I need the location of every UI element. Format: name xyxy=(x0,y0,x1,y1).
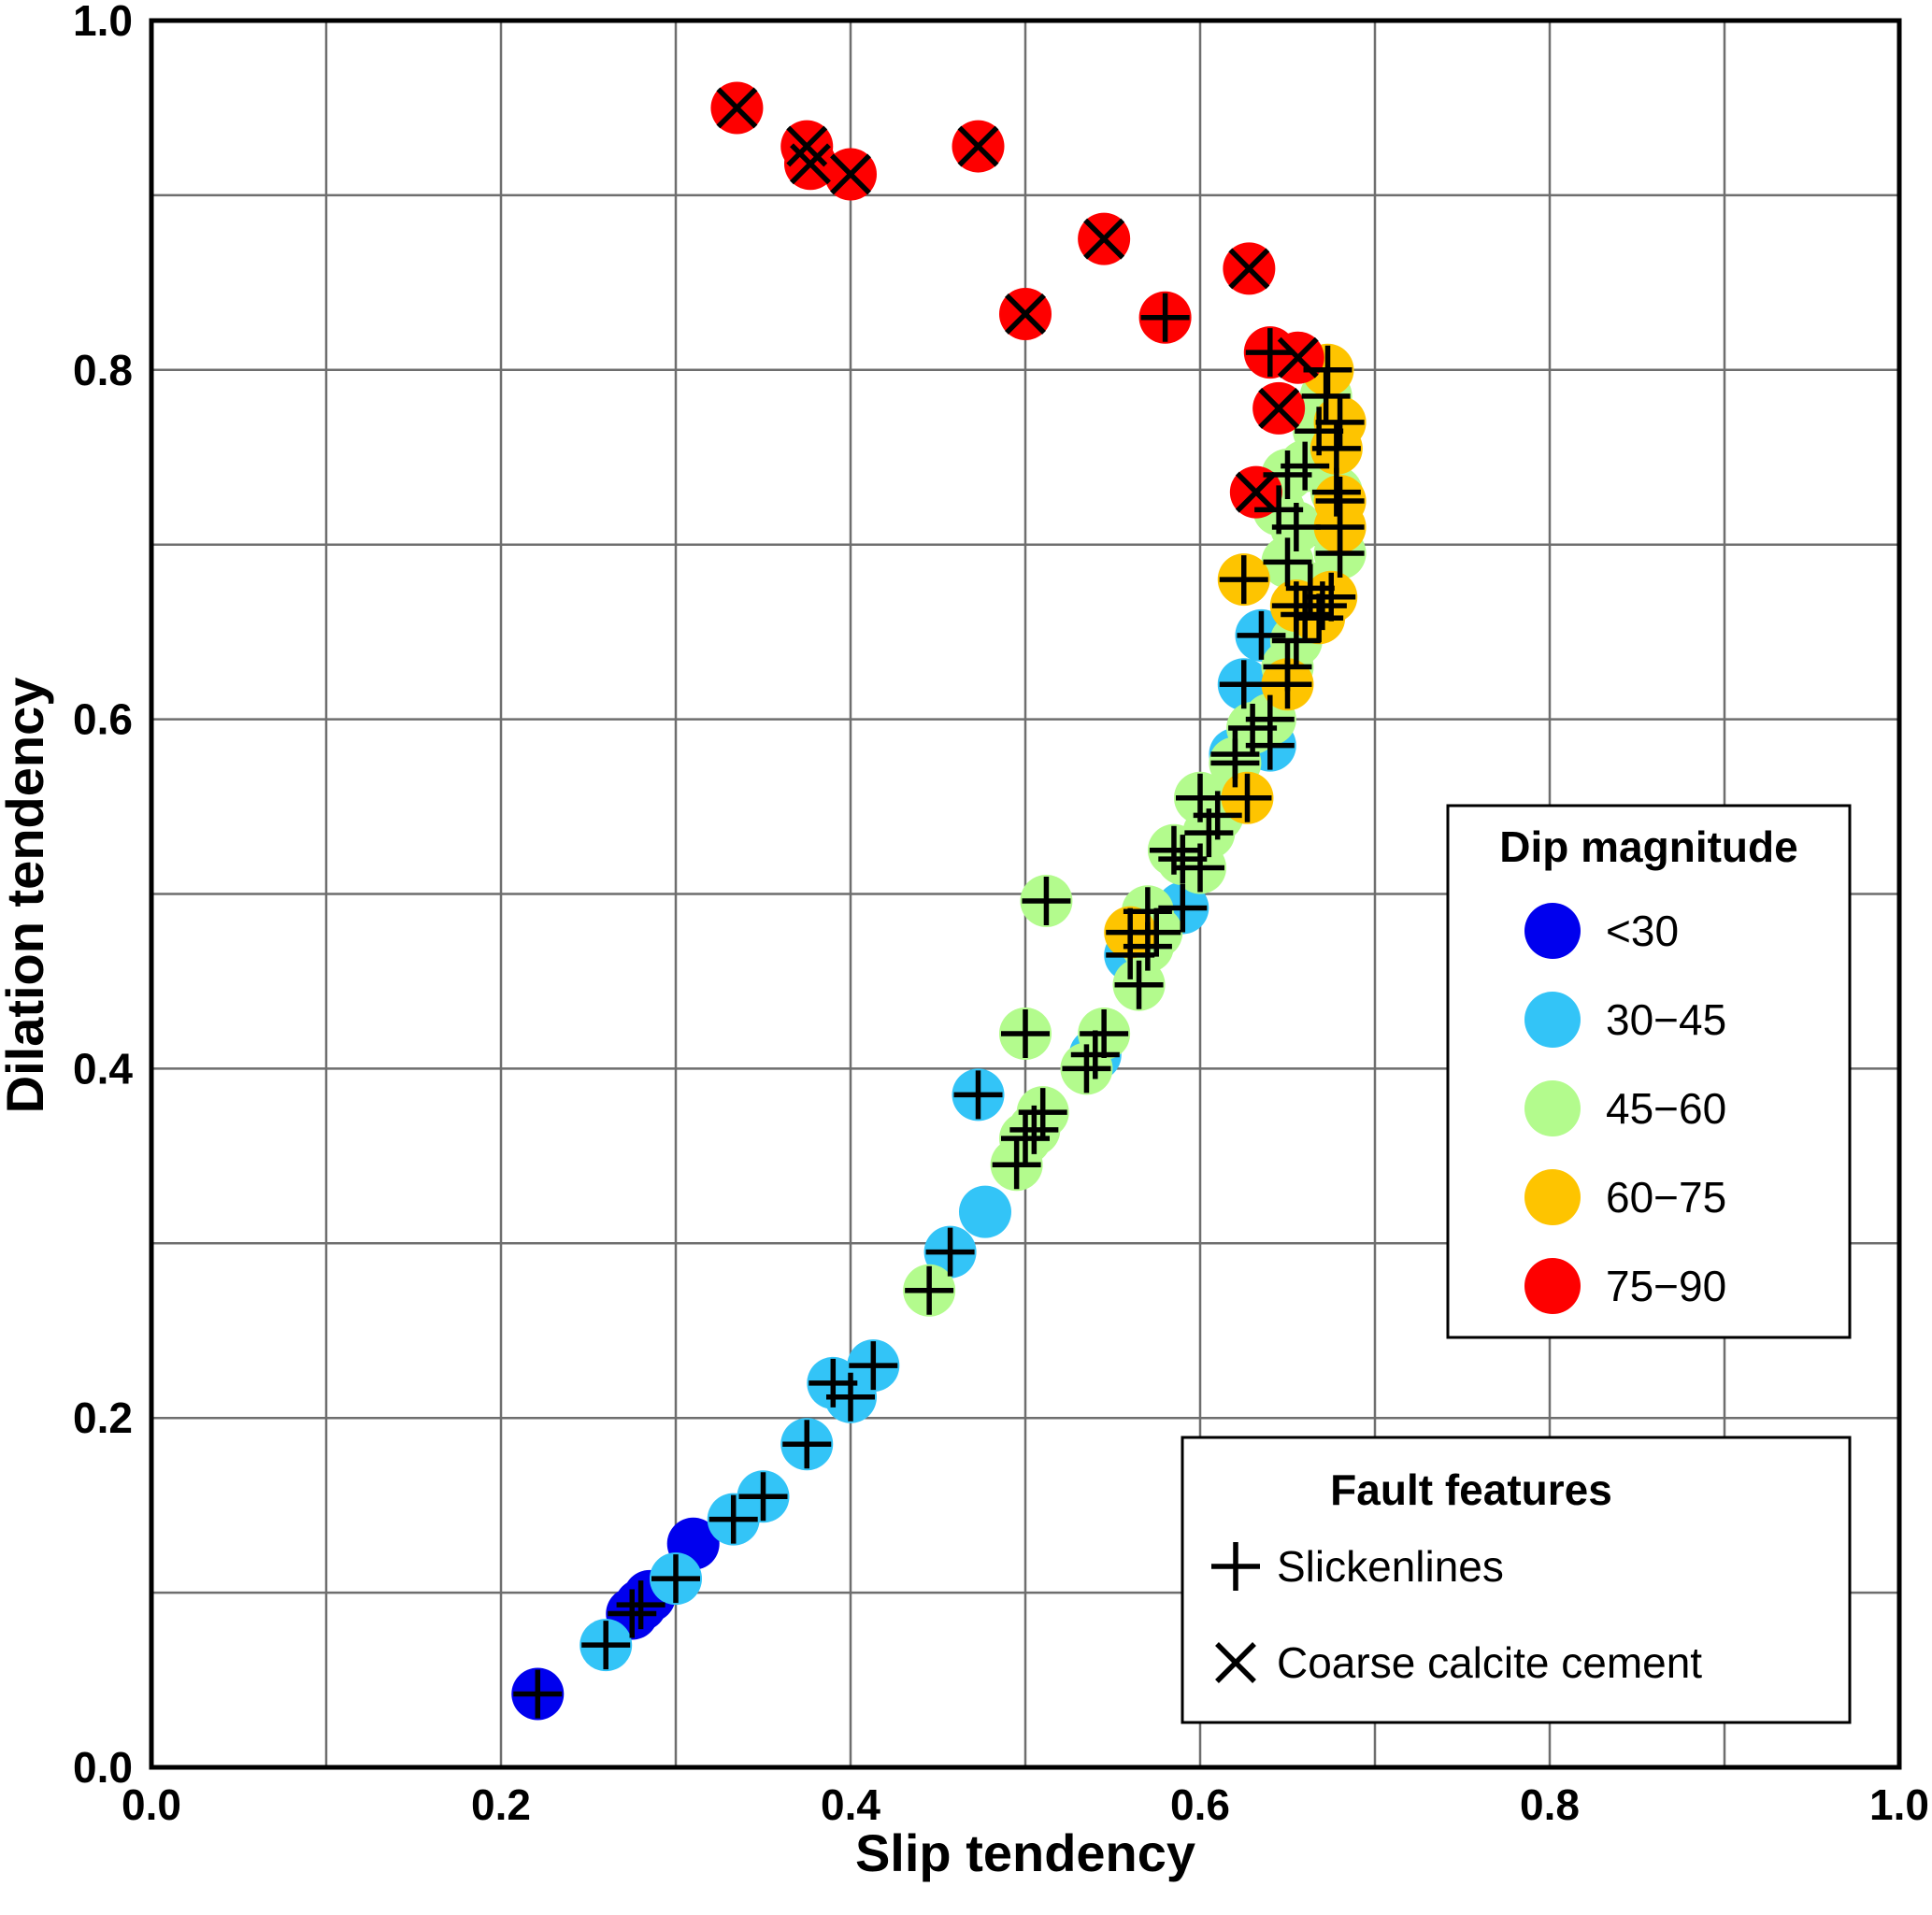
legend-features-frame xyxy=(1181,1436,1852,1724)
slickenlines-marker xyxy=(1114,960,1164,1009)
legend-dip-frame xyxy=(1446,804,1852,1339)
y-tick-label: 1.0 xyxy=(73,0,133,45)
slickenlines-marker xyxy=(1219,555,1268,605)
legend-label-x: Coarse calcite cement xyxy=(1277,1638,1702,1687)
slickenlines-marker xyxy=(1311,467,1361,517)
slickenlines-marker xyxy=(1281,441,1330,491)
calcite-cement-marker xyxy=(1277,336,1319,379)
y-tick-label: 0.2 xyxy=(73,1393,133,1442)
slickenlines-marker xyxy=(1245,694,1295,744)
slickenlines-marker xyxy=(925,1227,975,1277)
slickenlines-marker xyxy=(1295,593,1344,643)
legend-label-30-45: 30−45 xyxy=(1606,995,1726,1044)
legend-features-items: Slickenlines Coarse calcite cement xyxy=(1211,1542,1702,1687)
calcite-cement-marker xyxy=(830,153,871,195)
legend-dip-magnitude: Dip magnitude <30 30−45 45−60 60−75 75−90 xyxy=(1446,804,1852,1339)
legend-marker-x xyxy=(1215,1642,1256,1683)
y-tick-label: 0.8 xyxy=(73,346,133,394)
legend-swatch-30-45 xyxy=(1524,992,1581,1048)
slickenlines-marker xyxy=(1315,476,1365,525)
slickenlines-marker xyxy=(992,1140,1041,1190)
legend-fault-features: Fault features Slickenlines Coarse calcit… xyxy=(1181,1436,1852,1724)
x-tick-label: 0.6 xyxy=(1170,1780,1230,1829)
slickenlines-marker xyxy=(1219,660,1268,709)
slickenlines-marker xyxy=(1001,1114,1050,1164)
x-tick-label: 0.8 xyxy=(1520,1780,1580,1829)
legend-marker-plus xyxy=(1211,1542,1260,1591)
y-axis-title: Dilation tendency xyxy=(0,678,54,1114)
x-tick-label: 0.4 xyxy=(821,1780,880,1829)
slickenlines-marker xyxy=(513,1669,563,1719)
legend-swatch-<30 xyxy=(1524,903,1581,959)
slickenlines-marker xyxy=(1158,883,1208,933)
calcite-cement-marker xyxy=(1258,387,1300,429)
slickenlines-marker xyxy=(1080,1009,1129,1059)
slickenlines-marker xyxy=(1210,738,1260,788)
slickenlines-marker xyxy=(1263,660,1312,709)
calcite-cement-marker xyxy=(1235,471,1277,513)
slickenlines-marker xyxy=(782,1420,832,1469)
legend-label-45-60: 45−60 xyxy=(1606,1084,1726,1133)
slickenlines-marker xyxy=(849,1341,898,1391)
legend-features-title: Fault features xyxy=(1330,1465,1612,1514)
slickenlines-marker xyxy=(1106,907,1155,957)
slickenlines-marker xyxy=(616,1580,665,1630)
y-tick-label: 0.4 xyxy=(73,1044,133,1093)
legend-dip-title: Dip magnitude xyxy=(1499,822,1797,871)
slickenlines-marker xyxy=(1018,1088,1067,1137)
slickenlines-marker xyxy=(738,1472,788,1522)
slickenlines-marker xyxy=(1315,397,1365,447)
slickenlines-marker xyxy=(1307,572,1356,622)
calcite-cement-marker xyxy=(786,125,828,167)
slickenlines-marker xyxy=(1140,293,1190,342)
slickenlines-marker xyxy=(1022,876,1071,925)
slickenlines-marker xyxy=(1001,1009,1050,1059)
legend-swatch-45-60 xyxy=(1524,1080,1581,1136)
x-tick-label: 0.2 xyxy=(471,1780,531,1829)
x-axis-title: Slip tendency xyxy=(855,1823,1195,1882)
calcite-cement-marker xyxy=(957,125,999,167)
slickenlines-marker xyxy=(1237,610,1286,660)
calcite-cement-marker xyxy=(790,143,831,185)
slickenlines-marker xyxy=(1254,485,1304,535)
calcite-cement-marker xyxy=(1083,218,1125,260)
slickenlines-marker xyxy=(1176,773,1224,822)
legend-label-60-75: 60−75 xyxy=(1606,1173,1726,1222)
slickenlines-marker xyxy=(1176,843,1224,893)
y-tick-label: 0.6 xyxy=(73,695,133,744)
legend-swatch-60-75 xyxy=(1524,1169,1581,1225)
slickenlines-marker xyxy=(1245,328,1295,378)
data-points xyxy=(511,81,1367,1721)
axis-ticks: 0.0 0.2 0.4 0.6 0.8 1.0 0.0 0.2 0.4 0.6 0.8 1.0 xyxy=(73,0,1929,1829)
slickenlines-marker xyxy=(1311,423,1361,473)
legend-label-plus: Slickenlines xyxy=(1277,1542,1504,1591)
legend-swatch-75-90 xyxy=(1524,1258,1581,1314)
legend-label-75-90: 75−90 xyxy=(1606,1262,1726,1310)
legend-dip-items: <30 30−45 45−60 60−75 75−90 xyxy=(1524,903,1726,1314)
slickenlines-marker xyxy=(1149,825,1198,875)
calcite-cement-marker xyxy=(716,87,758,129)
slickenlines-marker xyxy=(608,1589,657,1638)
slickenlines-marker xyxy=(581,1621,631,1670)
feature-markers xyxy=(513,87,1365,1719)
slickenlines-marker xyxy=(651,1554,700,1604)
x-tick-label: 1.0 xyxy=(1869,1780,1929,1829)
slickenlines-marker xyxy=(953,1070,1003,1120)
legend-label-<30: <30 xyxy=(1606,907,1679,955)
y-tick-label: 0.0 xyxy=(73,1743,133,1792)
slickenlines-marker xyxy=(1062,1044,1111,1093)
data-point-30-45 xyxy=(958,1185,1011,1238)
slickenlines-marker xyxy=(905,1265,954,1315)
slickenlines-marker xyxy=(1223,773,1272,822)
slickenlines-marker xyxy=(708,1494,758,1544)
slickenlines-marker xyxy=(1263,537,1312,587)
plot-frame xyxy=(149,18,1902,1770)
calcite-cement-marker xyxy=(1005,293,1046,335)
slickenlines-marker xyxy=(1271,581,1321,631)
calcite-cement-marker xyxy=(1228,248,1270,290)
slickenlines-marker xyxy=(826,1372,875,1422)
x-tick-label: 0.0 xyxy=(122,1780,181,1829)
